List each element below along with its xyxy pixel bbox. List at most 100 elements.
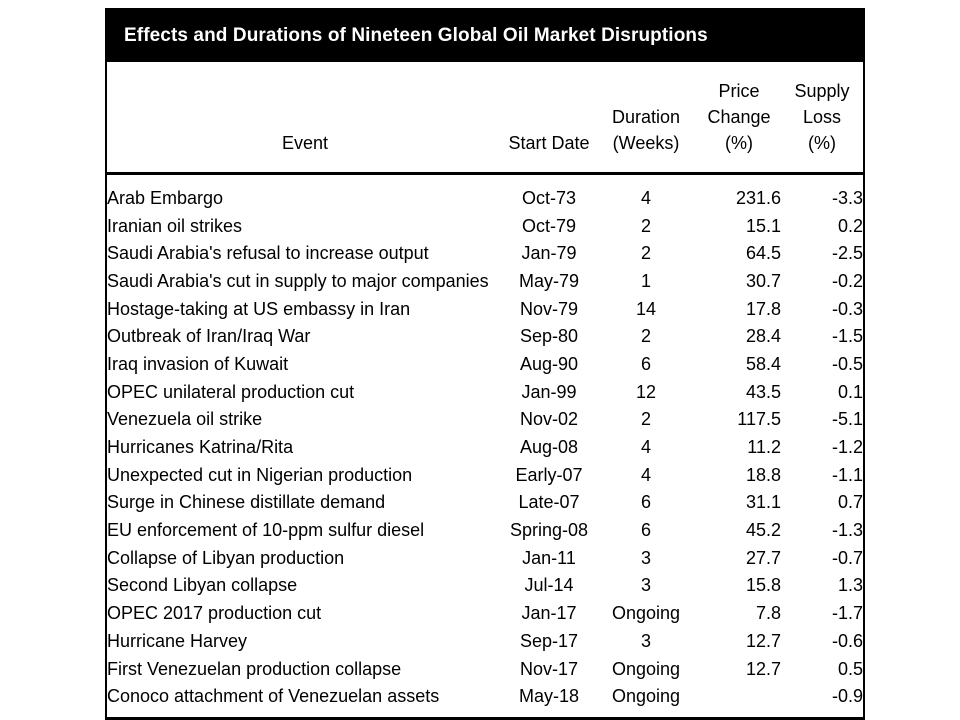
cell-supply-loss: -1.5: [831, 326, 863, 347]
cell-start-date: Oct-73: [521, 187, 577, 208]
cell-start-date: May-79: [518, 270, 580, 291]
cell-event: Iranian oil strikes: [107, 215, 243, 236]
cell-supply-loss: -0.3: [831, 298, 863, 319]
cell-event: Collapse of Libyan production: [107, 547, 345, 568]
table-row: Arab Embargo Oct-73 4 231.6 -3.3: [107, 174, 863, 212]
table-row: Venezuela oil strike Nov-02 2 117.5 -5.1: [107, 406, 863, 434]
table-header: Event Start Date Duration (Weeks) Price …: [107, 62, 863, 175]
cell-price-change: 45.2: [745, 520, 781, 541]
cell-duration: 4: [640, 437, 651, 458]
cell-supply-loss: 0.1: [837, 381, 863, 402]
cell-start-date: May-18: [518, 686, 580, 707]
cell-duration: 3: [640, 575, 651, 596]
cell-start-date: Jan-11: [522, 547, 576, 568]
cell-price-change: 58.4: [745, 353, 781, 374]
cell-price-change: 18.8: [745, 464, 781, 485]
column-header-start-date: Start Date: [503, 62, 595, 175]
cell-supply-loss: -1.7: [831, 603, 863, 624]
table-row: OPEC 2017 production cut Jan-17 Ongoing …: [107, 599, 863, 627]
cell-price-change: 12.7: [745, 630, 781, 651]
cell-event: Unexpected cut in Nigerian production: [107, 464, 413, 485]
cell-supply-loss: -1.2: [831, 437, 863, 458]
cell-start-date: Jan-17: [521, 603, 577, 624]
cell-event: Second Libyan collapse: [107, 575, 298, 596]
cell-price-change: 30.7: [745, 270, 781, 291]
table-row: Conoco attachment of Venezuelan assets M…: [107, 682, 863, 717]
cell-duration: 6: [640, 520, 651, 541]
cell-duration: 2: [640, 243, 651, 264]
table-row: Saudi Arabia's cut in supply to major co…: [107, 267, 863, 295]
cell-start-date: Aug-90: [519, 353, 579, 374]
cell-price-change: 15.8: [745, 575, 781, 596]
cell-price-change: 15.1: [745, 215, 781, 236]
cell-supply-loss: 1.3: [837, 575, 863, 596]
cell-price-change: 11.2: [747, 437, 781, 458]
cell-price-change: [697, 682, 781, 717]
table-body: Arab Embargo Oct-73 4 231.6 -3.3 Iranian…: [107, 174, 863, 718]
cell-supply-loss: -2.5: [831, 243, 863, 264]
cell-price-change: 64.5: [745, 243, 781, 264]
cell-event: First Venezuelan production collapse: [107, 658, 402, 679]
cell-duration: 2: [640, 409, 651, 430]
cell-duration: 2: [640, 326, 651, 347]
cell-price-change: 28.4: [745, 326, 781, 347]
column-header-supply-loss: Supply Loss (%): [781, 62, 863, 175]
cell-price-change: 27.7: [745, 547, 781, 568]
cell-start-date: Sep-17: [519, 630, 579, 651]
cell-event: EU enforcement of 10-ppm sulfur diesel: [107, 520, 425, 541]
cell-event: OPEC 2017 production cut: [107, 603, 322, 624]
table-row: Hurricanes Katrina/Rita Aug-08 4 11.2 -1…: [107, 433, 863, 461]
table-row: Hurricane Harvey Sep-17 3 12.7 -0.6: [107, 627, 863, 655]
cell-start-date: Nov-02: [519, 409, 579, 430]
table-row: Surge in Chinese distillate demand Late-…: [107, 489, 863, 517]
cell-event: Surge in Chinese distillate demand: [107, 492, 386, 513]
cell-duration: 6: [640, 492, 651, 513]
disruptions-table: Event Start Date Duration (Weeks) Price …: [107, 62, 863, 717]
cell-duration: Ongoing: [611, 686, 681, 707]
column-header-event: Event: [107, 62, 503, 175]
cell-duration: 2: [640, 215, 651, 236]
cell-duration: 1: [640, 270, 651, 291]
table-title: Effects and Durations of Nineteen Global…: [124, 25, 708, 46]
cell-start-date: Late-07: [518, 492, 580, 513]
cell-duration: Ongoing: [611, 658, 681, 679]
cell-event: Venezuela oil strike: [107, 409, 263, 430]
cell-event: Saudi Arabia's cut in supply to major co…: [107, 270, 489, 291]
table-row: Unexpected cut in Nigerian production Ea…: [107, 461, 863, 489]
cell-supply-loss: 0.7: [837, 492, 863, 513]
cell-price-change: 117.5: [737, 409, 781, 430]
table-row: Hostage-taking at US embassy in Iran Nov…: [107, 295, 863, 323]
cell-price-change: 12.7: [745, 658, 781, 679]
cell-supply-loss: -0.6: [831, 630, 863, 651]
table-row: Saudi Arabia's refusal to increase outpu…: [107, 239, 863, 267]
cell-start-date: Spring-08: [509, 520, 589, 541]
cell-start-date: Oct-79: [521, 215, 577, 236]
cell-supply-loss: -0.2: [831, 270, 863, 291]
cell-duration: Ongoing: [611, 603, 681, 624]
table-row: First Venezuelan production collapse Nov…: [107, 655, 863, 683]
cell-supply-loss: -0.7: [831, 547, 863, 568]
cell-event: OPEC unilateral production cut: [107, 381, 355, 402]
cell-start-date: Early-07: [515, 464, 583, 485]
table-row: Iranian oil strikes Oct-79 2 15.1 0.2: [107, 212, 863, 240]
table-row: Collapse of Libyan production Jan-11 3 2…: [107, 544, 863, 572]
cell-duration: 14: [635, 298, 657, 319]
cell-event: Saudi Arabia's refusal to increase outpu…: [107, 243, 429, 264]
disruptions-table-frame: Effects and Durations of Nineteen Global…: [105, 8, 865, 720]
cell-event: Conoco attachment of Venezuelan assets: [107, 686, 440, 707]
cell-duration: 3: [640, 547, 651, 568]
cell-event: Outbreak of Iran/Iraq War: [107, 326, 311, 347]
cell-start-date: Aug-08: [519, 437, 579, 458]
cell-event: Hurricanes Katrina/Rita: [107, 437, 294, 458]
cell-event: Arab Embargo: [107, 187, 224, 208]
cell-price-change: 7.8: [755, 603, 781, 624]
cell-supply-loss: -5.1: [831, 409, 863, 430]
cell-supply-loss: 0.5: [837, 658, 863, 679]
column-header-price-change: Price Change (%): [697, 62, 781, 175]
table-row: Second Libyan collapse Jul-14 3 15.8 1.3: [107, 572, 863, 600]
cell-start-date: Nov-79: [519, 298, 579, 319]
cell-event: Iraq invasion of Kuwait: [107, 353, 289, 374]
cell-duration: 4: [640, 464, 651, 485]
cell-price-change: 17.8: [745, 298, 781, 319]
